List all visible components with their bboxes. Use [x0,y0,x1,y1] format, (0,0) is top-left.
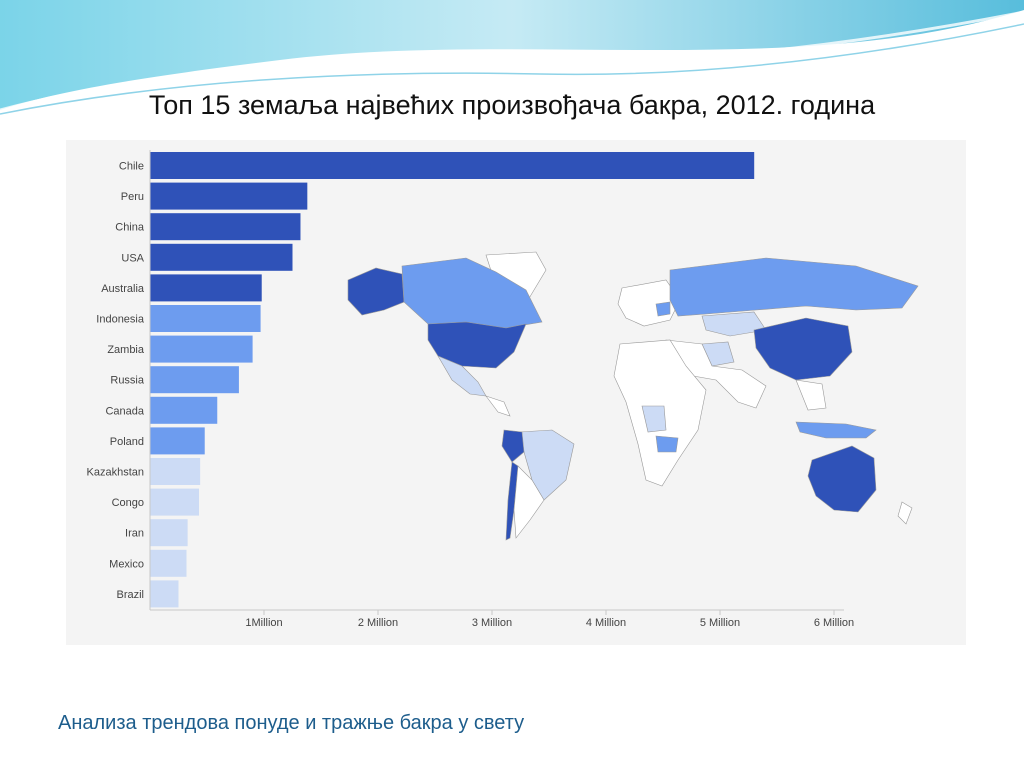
peru-shape [501,429,525,463]
bar-russia [150,366,239,394]
x-tick-label: 4 Million [586,617,626,629]
russia-shape [669,257,919,317]
asia-south-shape [665,339,767,409]
bar-poland [150,427,205,455]
alaska-shape [347,267,405,316]
zambia-shape [655,435,679,453]
bar-canada [150,396,218,424]
y-tick-label: Iran [125,528,144,540]
congo-shape [641,405,667,433]
bar-indonesia [150,305,261,332]
central-america-shape [485,395,511,417]
y-tick-label: Indonesia [96,314,145,326]
y-tick-label: Canada [105,405,144,417]
header-swoosh-decoration [0,0,1024,115]
kazakhstan-shape [701,311,767,337]
x-axis: 1Million 2 Million 3 Million 4 Million 5 Mil… [149,150,854,629]
china-shape [753,317,853,381]
bar-congo [150,488,200,516]
y-tick-label: Brazil [116,589,144,601]
bar-brazil [150,580,179,608]
x-tick-label: 5 Million [700,617,740,629]
bar-china [150,213,301,241]
bar-australia [150,274,262,302]
argentina-shape [513,465,545,539]
slide-footer: Анализа трендова понуде и тражње бакра у… [58,712,525,734]
y-tick-label: Peru [121,191,144,203]
y-tick-label: Russia [110,375,145,387]
southeast-asia-shape [795,379,827,411]
slide-title: Топ 15 земаља највећих произвођача бакра… [148,90,876,120]
bar-series [150,152,755,608]
y-tick-label: Chile [119,161,144,173]
x-tick-label: 3 Million [472,617,512,629]
y-tick-label: USA [121,252,144,264]
bar-kazakhstan [150,458,201,485]
world-map-inset [347,251,919,541]
new-zealand-shape [897,501,913,525]
bar-zambia [150,335,253,363]
bar-iran [150,519,188,547]
bar-usa [150,243,293,271]
y-tick-label: Australia [101,283,145,295]
x-tick-label: 2 Million [358,617,398,629]
bar-peru [150,182,308,210]
y-axis-labels: Chile Peru China USA Australia Indonesia Zambi… [87,161,145,601]
y-tick-label: Kazakhstan [87,467,144,479]
bar-chile [150,152,755,179]
y-tick-label: Poland [110,436,144,448]
indonesia-shape [795,421,877,439]
x-tick-label: 1Million [245,617,282,629]
poland-shape [655,301,671,317]
y-tick-label: Congo [112,497,144,509]
y-tick-label: Zambia [107,344,145,356]
australia-shape [807,445,877,513]
copper-producers-chart: Chile Peru China USA Australia Indonesia Zambi… [87,150,919,629]
bar-mexico [150,549,187,577]
y-tick-label: Mexico [109,558,144,570]
x-tick-label: 6 Million [814,617,854,629]
chart-panel: Chile Peru China USA Australia Indonesia Zambi… [66,140,966,645]
y-tick-label: China [115,222,145,234]
usa-shape [427,321,527,369]
